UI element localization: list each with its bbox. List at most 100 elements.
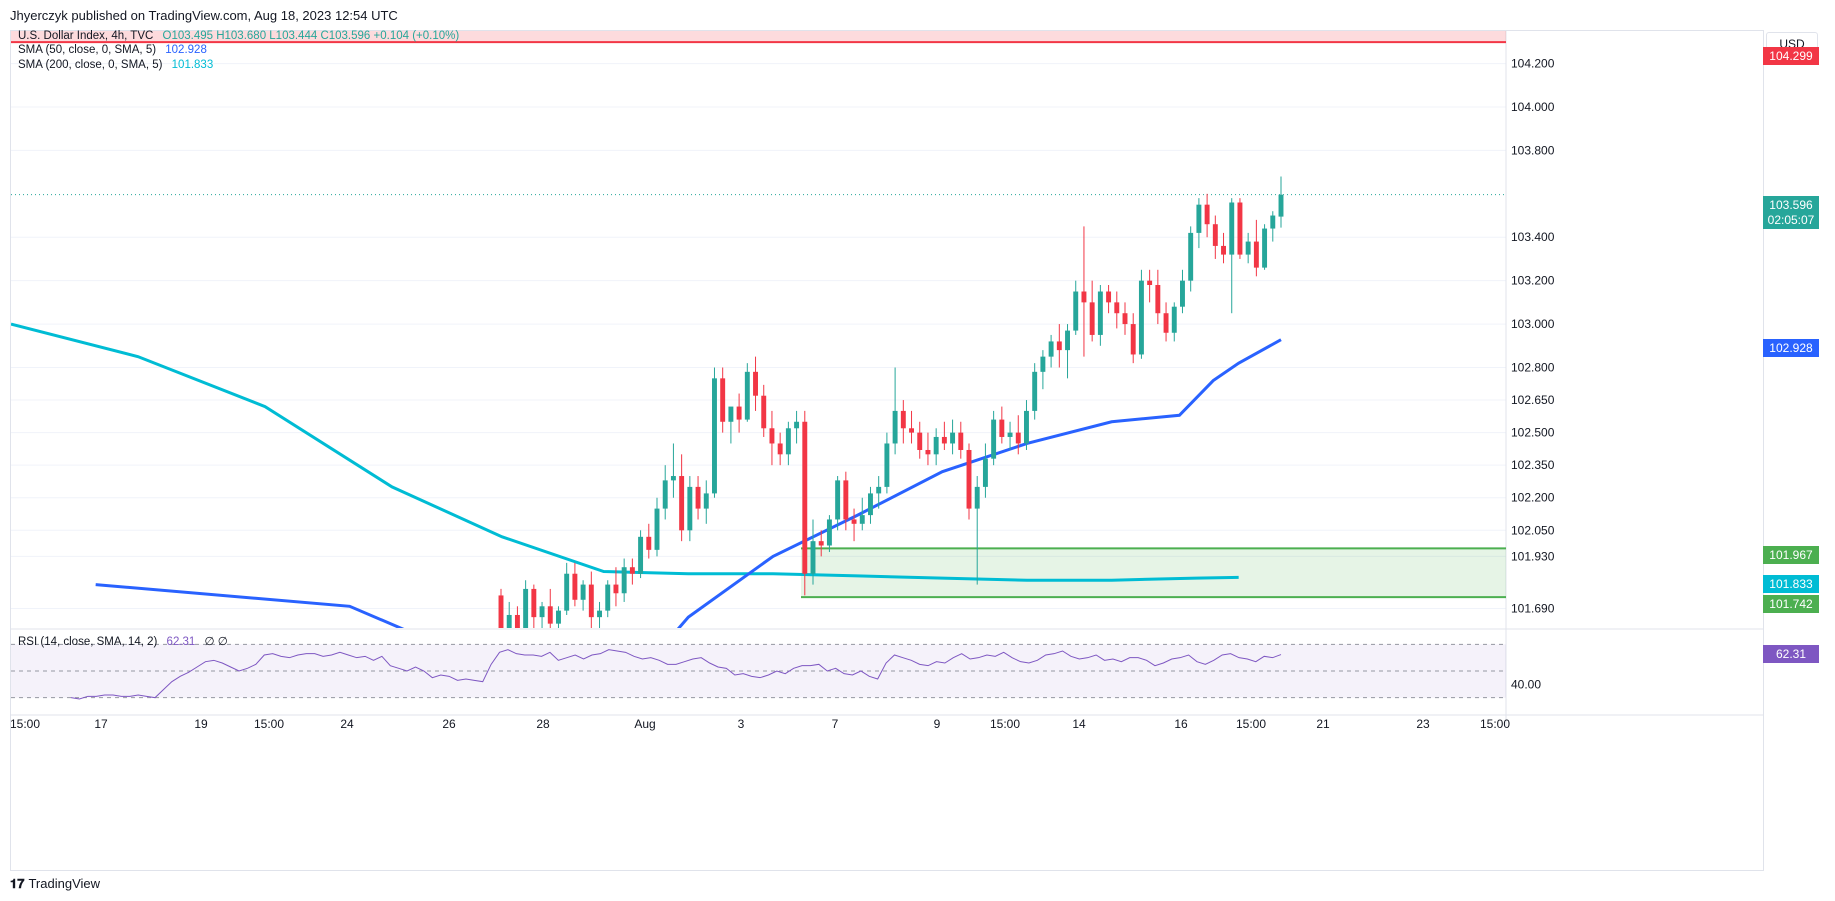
legend-sma200-row[interactable]: SMA (200, close, 0, SMA, 5) 101.833 (18, 59, 213, 71)
candle (900, 400, 906, 444)
candle-body (1138, 280, 1144, 355)
chart-canvas[interactable]: 40.00 104.200 104.000 103.800 103.400 103.20… (11, 31, 1763, 870)
price-tick-label: 102.650 (1511, 393, 1555, 407)
candle (892, 367, 898, 455)
candle-body (695, 486, 701, 509)
legend-symbol: U.S. Dollar Index, 4h, TVC (18, 30, 154, 42)
candle-body (974, 486, 980, 509)
candle-body (539, 606, 545, 618)
price-tick-label: 103.000 (1511, 317, 1555, 331)
sma200-line (11, 322, 1239, 582)
candle (613, 567, 619, 607)
candle-body (933, 436, 939, 455)
price-axis: 104.200 104.000 103.800 103.400 103.200 103.0… (1511, 57, 1555, 616)
candle (1229, 198, 1235, 314)
price-tick-label: 102.050 (1511, 523, 1555, 537)
moving-averages (11, 322, 1282, 628)
time-tick-label: Aug (634, 717, 655, 731)
time-tick-label: 3 (738, 717, 745, 731)
time-tick-label: 15:00 (254, 717, 284, 731)
chart-frame[interactable]: 40.00 104.200 104.000 103.800 103.400 103.20… (10, 30, 1764, 871)
candle-body (1229, 202, 1235, 255)
candle-body (950, 432, 956, 444)
candle (1040, 350, 1046, 390)
sma50-price-tag: 102.928 (1763, 339, 1819, 357)
candle-body (1278, 194, 1284, 217)
candle (991, 410, 997, 466)
candle-body (794, 421, 800, 429)
candle-body (514, 614, 520, 628)
candle-body (769, 428, 775, 444)
legend-rsi-value: 62.31 (166, 636, 196, 648)
candle-body (597, 610, 602, 618)
candle-body (884, 443, 890, 487)
candle (1015, 415, 1021, 455)
candle-body (712, 378, 717, 494)
candle-body (1180, 280, 1185, 307)
candle-body (1221, 245, 1226, 255)
candle (736, 393, 742, 433)
candle-body (1253, 241, 1259, 268)
candle (1262, 224, 1268, 270)
candle (1155, 269, 1161, 325)
candle (539, 601, 545, 628)
candle (712, 367, 717, 498)
candle (950, 419, 956, 455)
candle (670, 443, 676, 498)
candle (580, 580, 586, 611)
candle (876, 476, 882, 509)
candle (556, 606, 561, 628)
rsi-line (70, 649, 1282, 700)
time-tick-label: 21 (1316, 717, 1330, 731)
candle-body (1089, 302, 1095, 335)
candle-body (638, 536, 644, 574)
candle-body (1188, 232, 1194, 281)
candle-body (892, 410, 898, 444)
support-zone (801, 548, 1506, 598)
candle-body (662, 480, 668, 509)
candle-body (720, 378, 726, 422)
support-top-price-tag: 101.967 (1763, 546, 1819, 564)
candle-body (1212, 224, 1218, 246)
price-tick-label: 102.500 (1511, 426, 1555, 440)
candle-body (679, 476, 685, 531)
candle-body (1270, 215, 1276, 229)
candle-body (826, 519, 832, 546)
time-tick-label: 15:00 (990, 717, 1020, 731)
candle (1130, 313, 1136, 364)
legend-rsi-row[interactable]: RSI (14, close, SMA, 14, 2) 62.31 ∅ ∅ (18, 634, 228, 648)
time-tick-label: 15:00 (1236, 717, 1266, 731)
legend-symbol-row[interactable]: U.S. Dollar Index, 4h, TVC O103.495 H103… (18, 30, 459, 42)
tradingview-brand[interactable]: 𝟏𝟕 TradingView (10, 876, 100, 892)
candle (646, 523, 652, 559)
candle-body (728, 406, 734, 422)
rsi-tick-label: 40.00 (1511, 677, 1541, 691)
candle-body (1237, 202, 1243, 255)
candle-body (580, 584, 586, 600)
candle-body (810, 541, 816, 574)
candle-body (736, 406, 742, 420)
candle (794, 410, 800, 444)
grid (11, 31, 1763, 728)
candle-body (1032, 371, 1038, 411)
legend-ohlc: O103.495 H103.680 L103.444 C103.596 +0.1… (162, 30, 460, 42)
candle (851, 508, 857, 542)
candle-body (547, 606, 553, 624)
candle-body (1056, 341, 1062, 351)
candle (785, 421, 791, 466)
candle (498, 588, 504, 628)
candle (1204, 193, 1210, 238)
candle-body (1073, 291, 1079, 331)
time-tick-label: 15:00 (11, 717, 40, 731)
candle (1253, 219, 1259, 277)
legend-sma50-value: 102.928 (165, 44, 207, 56)
time-tick-label: 17 (94, 717, 108, 731)
candle (1237, 198, 1243, 259)
candle-body (1171, 306, 1177, 333)
time-tick-label: 24 (340, 717, 354, 731)
candle (605, 580, 611, 618)
candle (1056, 324, 1062, 368)
candle (679, 454, 685, 542)
time-tick-label: 15:00 (1480, 717, 1510, 731)
legend-sma50-row[interactable]: SMA (50, close, 0, SMA, 5) 102.928 (18, 44, 207, 56)
